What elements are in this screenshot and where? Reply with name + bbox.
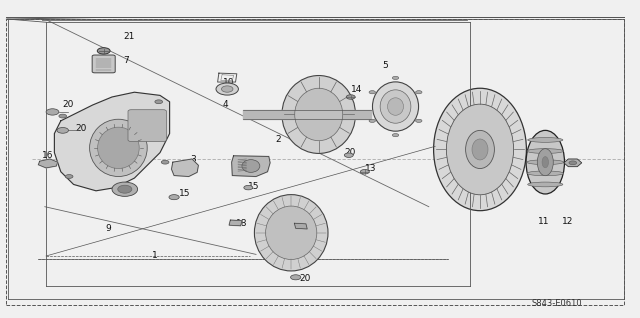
Text: 15: 15 xyxy=(248,182,260,190)
Text: 4: 4 xyxy=(223,100,228,109)
Ellipse shape xyxy=(527,182,563,187)
Polygon shape xyxy=(54,92,170,191)
Circle shape xyxy=(59,114,67,118)
Ellipse shape xyxy=(118,185,132,193)
Circle shape xyxy=(155,100,163,104)
Text: 18: 18 xyxy=(236,219,247,228)
Ellipse shape xyxy=(98,127,140,169)
Ellipse shape xyxy=(434,88,526,211)
Text: 11: 11 xyxy=(538,217,549,225)
Ellipse shape xyxy=(254,195,328,271)
Text: 3: 3 xyxy=(191,155,196,163)
Circle shape xyxy=(415,91,422,94)
Ellipse shape xyxy=(380,90,411,123)
Text: 20: 20 xyxy=(344,148,356,157)
Circle shape xyxy=(57,128,68,133)
Circle shape xyxy=(392,76,399,80)
Ellipse shape xyxy=(372,82,419,131)
Polygon shape xyxy=(294,223,307,229)
Text: 17: 17 xyxy=(236,159,247,168)
Ellipse shape xyxy=(542,157,548,168)
Ellipse shape xyxy=(472,139,488,160)
Ellipse shape xyxy=(242,160,260,172)
Circle shape xyxy=(569,161,577,165)
Ellipse shape xyxy=(388,98,404,115)
Circle shape xyxy=(415,119,422,122)
Ellipse shape xyxy=(538,149,553,176)
Circle shape xyxy=(65,175,73,178)
Text: 14: 14 xyxy=(351,85,362,93)
Ellipse shape xyxy=(527,149,564,153)
Circle shape xyxy=(392,134,399,137)
Text: 9: 9 xyxy=(106,225,111,233)
Text: 7: 7 xyxy=(124,56,129,65)
Text: 15: 15 xyxy=(179,190,191,198)
Ellipse shape xyxy=(90,119,147,176)
Polygon shape xyxy=(172,159,198,176)
Ellipse shape xyxy=(527,171,564,176)
Ellipse shape xyxy=(527,160,564,165)
FancyBboxPatch shape xyxy=(128,110,166,142)
Ellipse shape xyxy=(447,104,514,195)
Circle shape xyxy=(169,195,179,200)
Circle shape xyxy=(360,169,369,174)
Text: 8: 8 xyxy=(274,241,280,250)
Circle shape xyxy=(344,153,353,157)
Text: 2: 2 xyxy=(275,135,281,144)
Circle shape xyxy=(161,160,169,164)
Circle shape xyxy=(291,275,301,280)
Ellipse shape xyxy=(266,206,317,259)
Text: 19: 19 xyxy=(255,159,266,168)
Circle shape xyxy=(97,48,110,54)
Circle shape xyxy=(244,185,253,190)
Text: 16: 16 xyxy=(42,151,53,160)
Text: 20: 20 xyxy=(76,124,87,133)
Text: 5: 5 xyxy=(383,61,388,70)
Text: 1: 1 xyxy=(152,252,158,260)
Text: 20: 20 xyxy=(300,274,311,283)
Text: 21: 21 xyxy=(124,32,135,41)
Circle shape xyxy=(346,95,355,99)
Ellipse shape xyxy=(282,75,356,153)
Polygon shape xyxy=(232,156,270,176)
Text: 13: 13 xyxy=(365,164,376,173)
Ellipse shape xyxy=(112,182,138,196)
FancyBboxPatch shape xyxy=(92,55,115,73)
Circle shape xyxy=(369,119,376,122)
Ellipse shape xyxy=(221,86,233,92)
Ellipse shape xyxy=(466,130,495,169)
Polygon shape xyxy=(38,159,58,168)
Text: 20: 20 xyxy=(63,100,74,109)
Circle shape xyxy=(369,91,376,94)
Circle shape xyxy=(46,109,59,115)
Text: 6: 6 xyxy=(300,217,305,225)
Ellipse shape xyxy=(526,130,564,194)
Ellipse shape xyxy=(527,137,563,142)
Ellipse shape xyxy=(295,88,343,141)
Text: 12: 12 xyxy=(562,217,573,225)
Ellipse shape xyxy=(216,83,238,95)
Text: 10: 10 xyxy=(223,78,234,87)
Text: S843-E0610: S843-E0610 xyxy=(531,299,582,308)
Polygon shape xyxy=(229,220,242,226)
